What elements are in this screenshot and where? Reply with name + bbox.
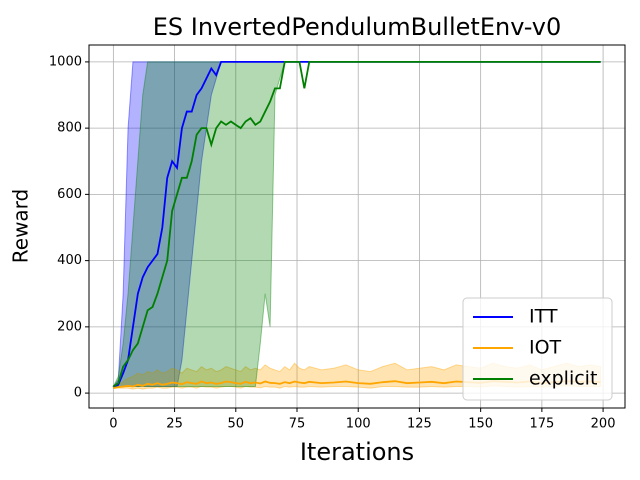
x-tick-label: 125 — [407, 417, 432, 432]
legend-label: explicit — [529, 368, 597, 390]
legend-box — [462, 297, 613, 401]
y-tick-label: 200 — [57, 319, 82, 334]
y-tick-label: 1000 — [49, 54, 82, 69]
confidence-band — [112, 61, 601, 387]
legend-label: IOT — [529, 337, 562, 359]
x-tick-label: 200 — [591, 417, 616, 432]
x-tick-label: 25 — [166, 417, 183, 432]
chart-title: ES InvertedPendulumBulletEnv-v0 — [153, 13, 561, 41]
x-tick-label: 175 — [529, 417, 554, 432]
x-tick-label: 50 — [228, 417, 245, 432]
series-line — [112, 60, 601, 388]
legend: ITT IOT explicit — [462, 297, 613, 401]
x-tick-label: 0 — [109, 417, 117, 432]
y-tick-label: 400 — [57, 253, 82, 268]
x-tick-label: 150 — [468, 417, 493, 432]
y-tick-label: 600 — [57, 187, 82, 202]
y-tick-label: 0 — [74, 386, 82, 401]
x-axis-label: Iterations — [300, 438, 414, 466]
legend-label: ITT — [529, 306, 558, 328]
plot-frame — [88, 44, 626, 409]
y-tick-label: 800 — [57, 121, 82, 136]
x-tick-label: 75 — [289, 417, 306, 432]
y-axis-label: Reward — [9, 189, 33, 263]
x-tick-label: 100 — [346, 417, 371, 432]
